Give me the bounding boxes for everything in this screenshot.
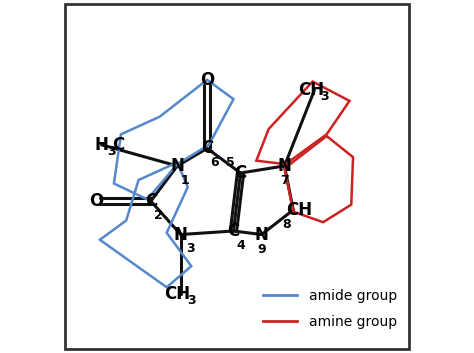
- Text: C: C: [201, 139, 213, 157]
- Text: 6: 6: [210, 156, 219, 169]
- Text: O: O: [89, 192, 103, 210]
- Text: 8: 8: [282, 218, 291, 231]
- Text: 5: 5: [226, 156, 235, 169]
- Text: N: N: [255, 226, 269, 244]
- Text: 1: 1: [181, 174, 189, 186]
- Legend: amide group, amine group: amide group, amine group: [257, 283, 402, 335]
- Text: N: N: [174, 226, 188, 244]
- Text: C: C: [145, 192, 157, 210]
- Text: 7: 7: [280, 174, 289, 187]
- Text: N: N: [170, 157, 184, 175]
- Text: CH: CH: [164, 285, 190, 303]
- Text: 3: 3: [320, 90, 329, 103]
- Text: 3: 3: [107, 145, 116, 158]
- Text: 9: 9: [257, 243, 266, 256]
- Text: 2: 2: [154, 209, 163, 222]
- Text: 3: 3: [186, 242, 195, 255]
- Text: CH: CH: [286, 201, 313, 219]
- Text: C: C: [234, 164, 246, 182]
- Text: 3: 3: [187, 294, 196, 307]
- Text: CH: CH: [298, 81, 324, 99]
- Text: C: C: [112, 136, 125, 154]
- Text: C: C: [228, 222, 240, 240]
- Text: H: H: [95, 136, 109, 154]
- Text: N: N: [278, 157, 292, 175]
- Text: O: O: [200, 71, 214, 89]
- Text: 4: 4: [237, 239, 246, 252]
